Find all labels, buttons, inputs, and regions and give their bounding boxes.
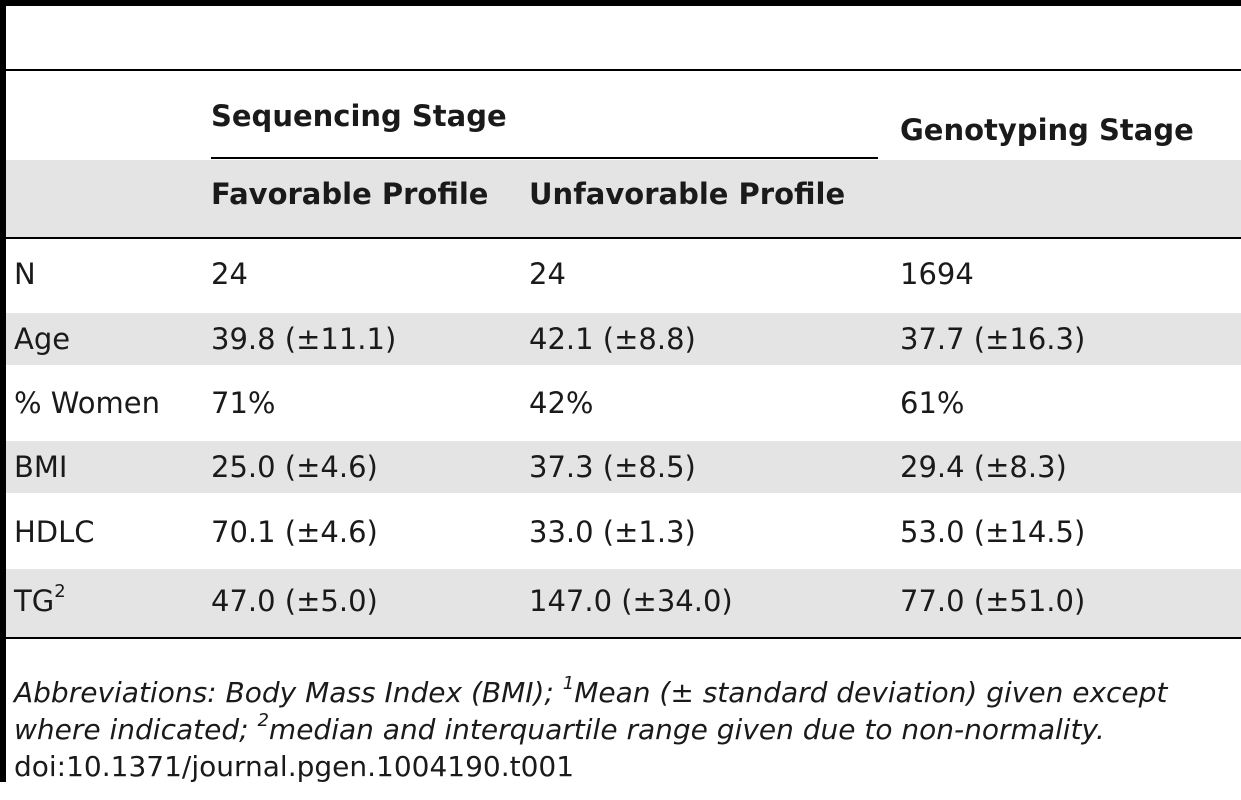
subheader-band xyxy=(6,160,1241,237)
cell-unfavorable: 147.0 (±34.0) xyxy=(529,584,733,618)
footnote-line-2: where indicated; 2median and interquarti… xyxy=(14,711,1240,748)
table-rule-bottom xyxy=(6,637,1241,639)
row-label: TG2 xyxy=(14,583,66,619)
header-unfavorable-profile: Unfavorable Profile xyxy=(529,177,846,211)
cell-unfavorable: 37.3 (±8.5) xyxy=(529,450,696,484)
cell-genotyping: 61% xyxy=(900,386,965,420)
row-label-superscript: 2 xyxy=(54,581,66,603)
cell-genotyping: 37.7 (±16.3) xyxy=(900,322,1086,356)
table-rule-top xyxy=(6,69,1241,71)
cell-unfavorable: 24 xyxy=(529,257,566,291)
cell-favorable: 70.1 (±4.6) xyxy=(211,515,378,549)
table-footnotes: Abbreviations: Body Mass Index (BMI); 1M… xyxy=(14,674,1240,785)
header-genotyping-stage: Genotyping Stage xyxy=(900,113,1194,147)
cell-genotyping: 29.4 (±8.3) xyxy=(900,450,1067,484)
cell-favorable: 25.0 (±4.6) xyxy=(211,450,378,484)
footnote-2-marker: 2 xyxy=(257,709,269,731)
cell-favorable: 39.8 (±11.1) xyxy=(211,322,397,356)
doi-reference: doi:10.1371/journal.pgen.1004190.t001 xyxy=(14,750,575,783)
footnote-1-continuation: where indicated; xyxy=(14,713,258,746)
cell-unfavorable: 42% xyxy=(529,386,594,420)
cell-favorable: 24 xyxy=(211,257,248,291)
footnote-abbreviations: Abbreviations: Body Mass Index (BMI); xyxy=(14,676,563,709)
row-label: BMI xyxy=(14,450,68,484)
row-band-tg xyxy=(6,569,1241,637)
row-label: HDLC xyxy=(14,515,95,549)
cell-genotyping: 77.0 (±51.0) xyxy=(900,584,1086,618)
row-label-text: TG xyxy=(14,584,55,618)
footnote-1-text: Mean (± standard deviation) given except xyxy=(574,676,1168,709)
header-rule xyxy=(6,237,1241,239)
cell-genotyping: 1694 xyxy=(900,257,974,291)
left-border xyxy=(0,0,6,782)
cell-favorable: 71% xyxy=(211,386,276,420)
row-band-bmi xyxy=(6,441,1241,493)
header-sequencing-stage: Sequencing Stage xyxy=(211,99,507,133)
row-label: N xyxy=(14,257,36,291)
row-label: Age xyxy=(14,322,71,356)
cell-unfavorable: 42.1 (±8.8) xyxy=(529,322,696,356)
footnote-2-text: median and interquartile range given due… xyxy=(268,713,1105,746)
group-underline xyxy=(211,157,878,159)
header-favorable-profile: Favorable Profile xyxy=(211,177,489,211)
row-band-age xyxy=(6,313,1241,365)
cell-unfavorable: 33.0 (±1.3) xyxy=(529,515,696,549)
footnote-1-marker: 1 xyxy=(562,672,575,694)
top-border xyxy=(0,0,1241,6)
cell-favorable: 47.0 (±5.0) xyxy=(211,584,378,618)
footnote-line-1: Abbreviations: Body Mass Index (BMI); 1M… xyxy=(14,674,1240,711)
row-label: % Women xyxy=(14,386,160,420)
cell-genotyping: 53.0 (±14.5) xyxy=(900,515,1086,549)
